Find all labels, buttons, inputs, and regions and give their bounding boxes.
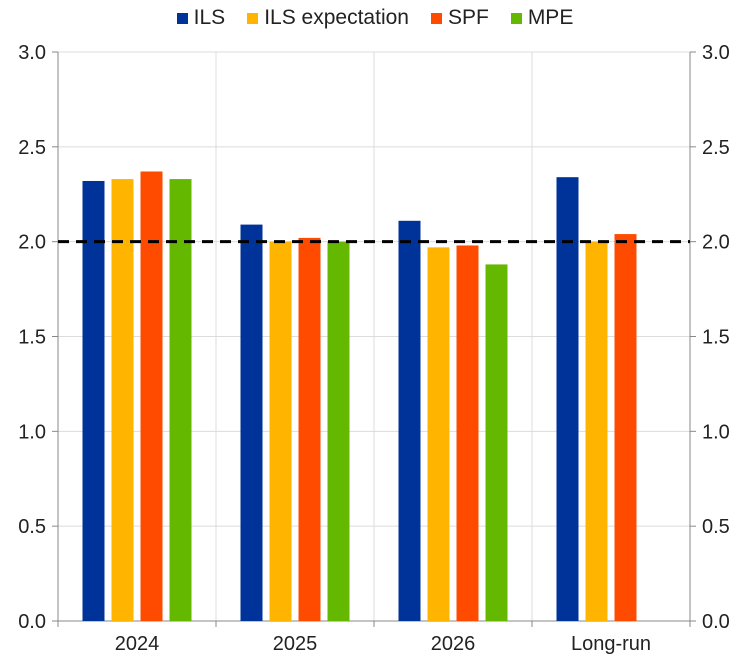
bar-spf bbox=[614, 234, 637, 621]
bar-mpe bbox=[485, 264, 508, 621]
bar-ils-expectation bbox=[585, 241, 608, 621]
bar-spf bbox=[456, 245, 479, 621]
y-tick-label-right: 0.5 bbox=[702, 516, 730, 538]
bar-mpe bbox=[327, 241, 350, 621]
legend-swatch bbox=[510, 12, 522, 24]
bar-ils-expectation bbox=[269, 241, 292, 621]
legend-item: SPF bbox=[430, 6, 489, 30]
bar-ils-expectation bbox=[427, 247, 450, 621]
y-tick-label-right: 1.5 bbox=[702, 327, 730, 349]
y-tick-label-left: 3.0 bbox=[18, 42, 46, 64]
legend-swatch bbox=[247, 12, 259, 24]
bar-spf bbox=[140, 171, 163, 622]
x-tick-label: Long-run bbox=[571, 633, 651, 655]
bar-mpe bbox=[169, 179, 192, 621]
bar-ils bbox=[240, 224, 263, 621]
bar-ils bbox=[398, 220, 421, 621]
legend-label: ILS expectation bbox=[264, 6, 409, 29]
legend-item: ILS bbox=[176, 6, 226, 30]
legend-item: MPE bbox=[510, 6, 574, 30]
legend-item: ILS expectation bbox=[247, 6, 409, 30]
y-tick-label-right: 2.0 bbox=[702, 232, 730, 254]
x-tick-label: 2025 bbox=[273, 633, 318, 655]
bar-ils bbox=[556, 177, 579, 621]
y-tick-label-left: 1.5 bbox=[18, 327, 46, 349]
y-tick-label-left: 0.5 bbox=[18, 516, 46, 538]
y-tick-label-left: 2.0 bbox=[18, 232, 46, 254]
legend-label: MPE bbox=[527, 6, 574, 29]
legend-label: ILS bbox=[193, 6, 226, 29]
y-tick-label-right: 0.0 bbox=[702, 611, 730, 633]
bar-spf bbox=[298, 237, 321, 621]
bar-ils-expectation bbox=[111, 179, 134, 621]
x-tick-label: 2026 bbox=[431, 633, 476, 655]
bar-ils bbox=[82, 180, 105, 621]
legend-swatch bbox=[176, 12, 188, 24]
y-tick-label-left: 1.0 bbox=[18, 421, 46, 443]
y-tick-label-left: 2.5 bbox=[18, 137, 46, 159]
x-tick-label: 2024 bbox=[115, 633, 160, 655]
y-tick-label-left: 0.0 bbox=[18, 611, 46, 633]
y-tick-label-right: 3.0 bbox=[702, 42, 730, 64]
y-tick-label-right: 2.5 bbox=[702, 137, 730, 159]
legend-label: SPF bbox=[447, 6, 489, 29]
chart-legend: ILS ILS expectation SPF MPE bbox=[0, 6, 750, 30]
legend-swatch bbox=[430, 12, 442, 24]
y-tick-label-right: 1.0 bbox=[702, 421, 730, 443]
